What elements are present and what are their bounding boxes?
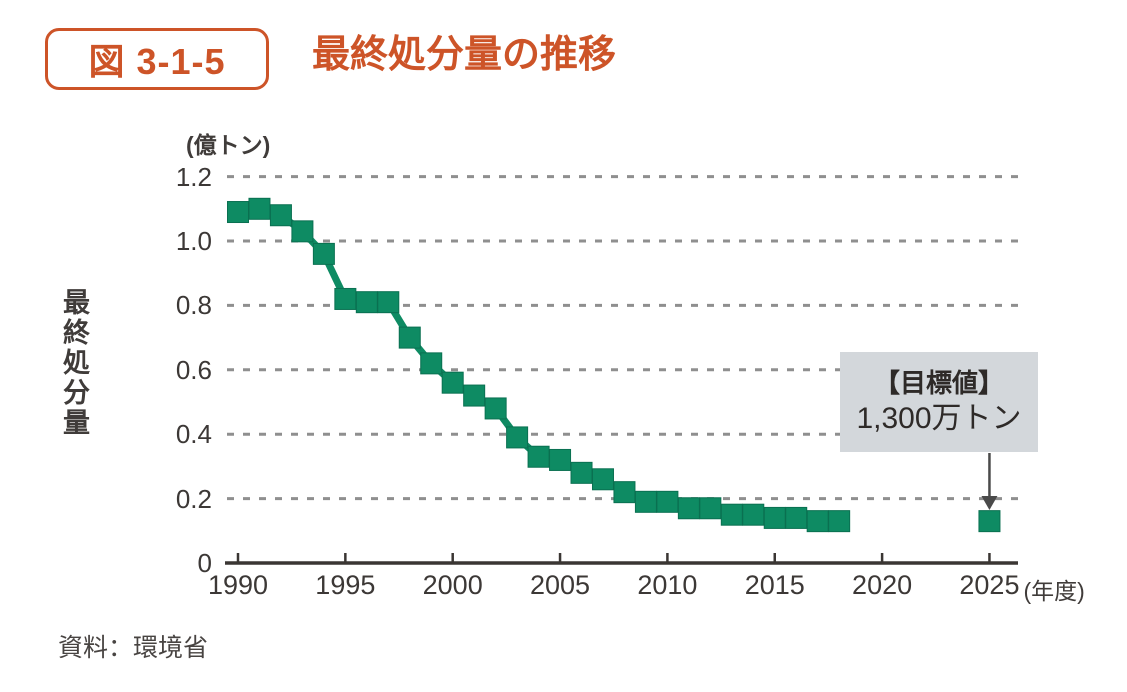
y-axis-unit-label: (億トン) [186,132,271,158]
x-tick-label: 2000 [422,570,483,600]
y-tick-label: 0.8 [175,290,212,321]
data-point-square [420,352,443,375]
x-tick-label: 2020 [852,570,913,600]
source-note: 資料：環境省 [58,634,209,662]
data-point-square [699,497,722,520]
target-value-callout: 【目標値】 1,300万トン [840,352,1038,452]
data-point-square [441,371,464,394]
target-value-heading: 【目標値】 [873,368,1004,399]
target-point-square [978,510,1001,533]
x-tick-label: 2025 [959,570,1020,600]
y-tick-label: 0.2 [175,483,212,514]
data-point-square [591,468,614,491]
y-tick-label: 0 [197,548,212,578]
data-point-square [720,503,743,526]
data-point-square [634,490,657,513]
data-point-square [269,204,292,227]
x-tick-label: 2005 [530,570,591,600]
data-point-square [828,510,851,533]
y-tick-label: 1.2 [175,161,212,192]
data-point-square [806,510,829,533]
x-axis-unit-label: (年度) [1023,578,1085,604]
chart-canvas [225,175,1020,565]
data-point-square [763,506,786,529]
y-tick-label: 0.6 [175,354,212,385]
data-point-square [656,490,679,513]
y-axis-title: 最終処分量 [59,288,89,438]
figure-title: 最終処分量の推移 [312,34,617,76]
data-point-square [312,242,335,265]
data-point-square [506,426,529,449]
data-point-square [291,220,314,243]
x-tick-label: 2010 [637,570,698,600]
data-point-square [463,384,486,407]
y-tick-label: 0.4 [175,419,212,450]
x-tick-label: 1990 [207,570,269,600]
data-point-square [742,503,765,526]
data-point-square [248,197,271,220]
data-point-square [355,291,378,314]
target-value-text: 1,300万トン [856,401,1022,435]
x-tick-label: 1995 [315,570,376,600]
data-point-square [377,291,400,314]
data-point-square [398,326,421,349]
data-point-square [785,506,808,529]
x-tick-label: 2015 [744,570,805,600]
figure-number-label: 図 3-1-5 [88,41,226,82]
data-point-square [677,497,700,520]
data-point-square [484,397,507,420]
data-point-square [570,461,593,484]
target-arrow-head [981,496,998,510]
data-point-square [334,287,357,310]
data-point-square [527,445,550,468]
y-tick-label: 1.0 [175,226,212,256]
data-point-square [613,481,636,504]
figure-number-badge: 図 3-1-5 [45,28,269,90]
data-point-square [227,201,249,224]
data-point-square [549,448,572,471]
